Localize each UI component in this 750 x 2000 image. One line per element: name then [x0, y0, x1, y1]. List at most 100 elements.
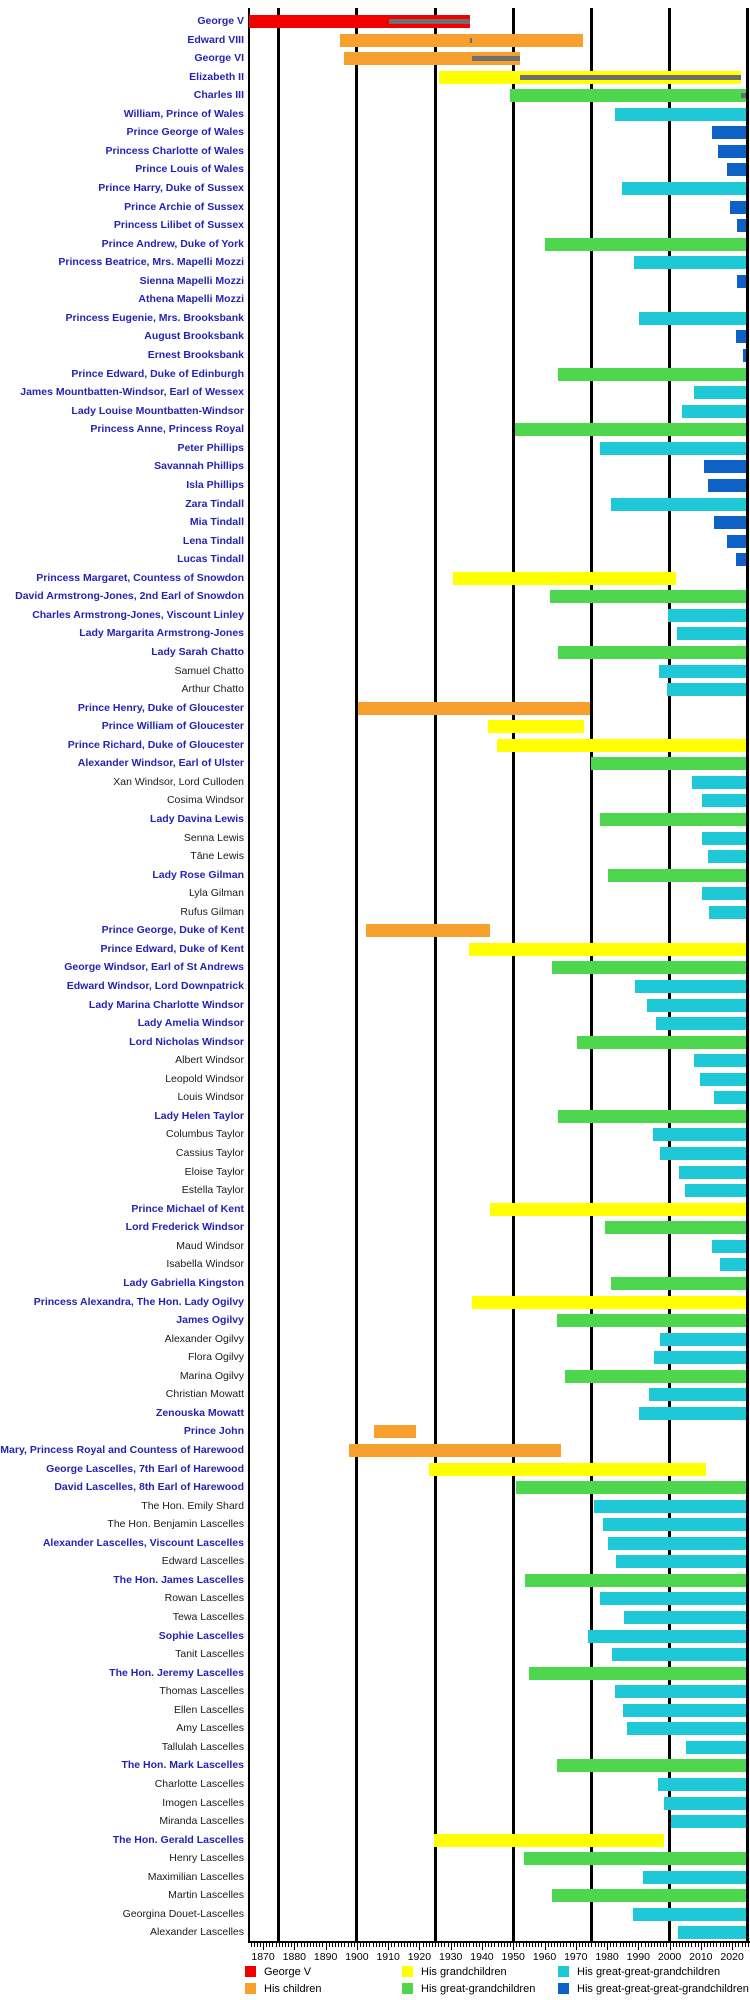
person-label[interactable]: The Hon. James Lascelles [113, 1573, 244, 1586]
minor-tick [322, 1943, 324, 1947]
person-label[interactable]: Prince John [183, 1425, 244, 1438]
minor-tick [385, 1943, 387, 1947]
person-label[interactable]: Prince George, Duke of Kent [101, 924, 244, 937]
person-label[interactable]: Prince Andrew, Duke of York [101, 237, 244, 250]
minor-tick [447, 1943, 449, 1947]
person-label[interactable]: Princess Eugenie, Mrs. Brooksbank [65, 311, 244, 324]
major-tick [732, 1943, 734, 1950]
person-label[interactable]: Princess Beatrice, Mrs. Mapelli Mozzi [58, 256, 244, 269]
person-label[interactable]: Lady Sarah Chatto [151, 645, 244, 658]
person-label[interactable]: George Lascelles, 7th Earl of Harewood [46, 1462, 244, 1475]
gridline-1875 [277, 8, 281, 1941]
person-label[interactable]: Lady Marina Charlotte Windsor [88, 998, 244, 1011]
life-bar [681, 404, 750, 418]
person-label[interactable]: Lady Gabriella Kingston [123, 1276, 244, 1289]
person-label[interactable]: Alexander Lascelles, Viscount Lascelles [42, 1536, 244, 1549]
person-label[interactable]: Lady Margarita Armstrong-Jones [79, 627, 244, 640]
minor-tick [278, 1943, 280, 1947]
life-bar [742, 349, 750, 363]
person-label[interactable]: Athena Mapelli Mozzi [138, 293, 244, 306]
person-label[interactable]: The Hon. Mark Lascelles [121, 1759, 244, 1772]
life-bar [627, 1722, 750, 1736]
person-label: Isabella Windsor [166, 1258, 244, 1271]
life-bar [344, 52, 520, 66]
tick-label: 1950 [501, 1951, 525, 1963]
person-label[interactable]: James Ogilvy [176, 1314, 244, 1327]
person-label[interactable]: George VI [194, 52, 244, 65]
person-label[interactable]: August Brooksbank [144, 330, 244, 343]
person-label[interactable]: Princess Lilibet of Sussex [113, 219, 244, 232]
person-label[interactable]: Charles Armstrong-Jones, Viscount Linley [32, 608, 244, 621]
person-label[interactable]: Savannah Phillips [154, 460, 244, 473]
person-label[interactable]: Ernest Brooksbank [147, 349, 244, 362]
person-label[interactable]: Prince Louis of Wales [135, 163, 244, 176]
person-label[interactable]: Prince Henry, Duke of Gloucester [77, 701, 244, 714]
person-label[interactable]: Lucas Tindall [177, 553, 244, 566]
person-label[interactable]: David Lascelles, 8th Earl of Harewood [54, 1481, 244, 1494]
major-tick [450, 1943, 452, 1950]
person-label: Leopold Windsor [165, 1072, 244, 1085]
person-label[interactable]: Zenouska Mowatt [155, 1406, 244, 1419]
minor-tick [594, 1943, 596, 1947]
person-label[interactable]: Prince George of Wales [126, 126, 244, 139]
person-label[interactable]: Prince Harry, Duke of Sussex [98, 182, 244, 195]
life-bar [726, 163, 750, 177]
person-label[interactable]: Lady Louise Mountbatten-Windsor [71, 404, 244, 417]
life-bar [639, 1406, 750, 1420]
person-label[interactable]: Prince Archie of Sussex [124, 200, 244, 213]
person-label[interactable]: Isla Phillips [186, 478, 244, 491]
life-bar [730, 200, 750, 214]
person-label[interactable]: Prince William of Gloucester [101, 720, 244, 733]
minor-tick [272, 1943, 274, 1947]
person-label[interactable]: Lady Helen Taylor [154, 1109, 244, 1122]
minor-tick [441, 1943, 443, 1947]
person-label: Maud Windsor [176, 1239, 244, 1252]
person-label[interactable]: Lady Rose Gilman [152, 868, 244, 881]
minor-tick [522, 1943, 524, 1947]
person-label[interactable]: Charles III [193, 89, 244, 102]
person-label[interactable]: Princess Charlotte of Wales [105, 144, 244, 157]
person-label[interactable]: Mia Tindall [189, 516, 244, 529]
life-bar [472, 1295, 750, 1309]
person-label[interactable]: Zara Tindall [185, 497, 244, 510]
minor-tick [525, 1943, 527, 1947]
person-label[interactable]: Edward Windsor, Lord Downpatrick [66, 980, 244, 993]
person-label[interactable]: Peter Phillips [177, 441, 244, 454]
life-bar [615, 1685, 750, 1699]
person-label[interactable]: Princess Mary, Princess Royal and Counte… [0, 1443, 244, 1456]
person-label[interactable]: Sophie Lascelles [158, 1629, 244, 1642]
life-bar [649, 1388, 750, 1402]
person-label[interactable]: George Windsor, Earl of St Andrews [64, 961, 244, 974]
person-label[interactable]: Lady Amelia Windsor [137, 1017, 244, 1030]
person-label[interactable]: Princess Alexandra, The Hon. Lady Ogilvy [33, 1295, 244, 1308]
person-label[interactable]: Elizabeth II [189, 70, 244, 83]
person-label[interactable]: The Hon. Gerald Lascelles [112, 1833, 244, 1846]
person-label[interactable]: Lord Frederick Windsor [125, 1221, 244, 1234]
person-label[interactable]: Prince Edward, Duke of Kent [100, 942, 244, 955]
life-bar [652, 1128, 750, 1142]
person-label[interactable]: Prince Edward, Duke of Edinburgh [71, 367, 244, 380]
minor-tick [485, 1943, 487, 1947]
person-label: Imogen Lascelles [162, 1796, 244, 1809]
minor-tick [641, 1943, 643, 1947]
person-label[interactable]: Prince Richard, Duke of Gloucester [67, 738, 244, 751]
person-label[interactable]: George V [197, 15, 244, 27]
person-label[interactable]: Edward VIII [187, 33, 244, 46]
person-label[interactable]: The Hon. Jeremy Lascelles [109, 1666, 244, 1679]
person-label[interactable]: Princess Anne, Princess Royal [90, 423, 244, 436]
person-label[interactable]: William, Prince of Wales [123, 107, 244, 120]
person-label[interactable]: Prince Michael of Kent [131, 1202, 244, 1215]
minor-tick [378, 1943, 380, 1947]
person-label[interactable]: Princess Margaret, Countess of Snowdon [36, 571, 244, 584]
minor-tick [653, 1943, 655, 1947]
person-label[interactable]: David Armstrong-Jones, 2nd Earl of Snowd… [15, 590, 244, 603]
person-label[interactable]: Lena Tindall [182, 534, 244, 547]
person-label[interactable]: Sienna Mapelli Mozzi [139, 274, 244, 287]
person-label[interactable]: Lady Davina Lewis [150, 812, 244, 825]
person-label: Lyla Gilman [188, 887, 244, 900]
person-label[interactable]: Lord Nicholas Windsor [129, 1035, 244, 1048]
life-bar [692, 775, 750, 789]
person-label[interactable]: Alexander Windsor, Earl of Ulster [77, 757, 244, 770]
legend-swatch [245, 1966, 256, 1977]
person-label[interactable]: James Mountbatten-Windsor, Earl of Wesse… [20, 386, 244, 399]
